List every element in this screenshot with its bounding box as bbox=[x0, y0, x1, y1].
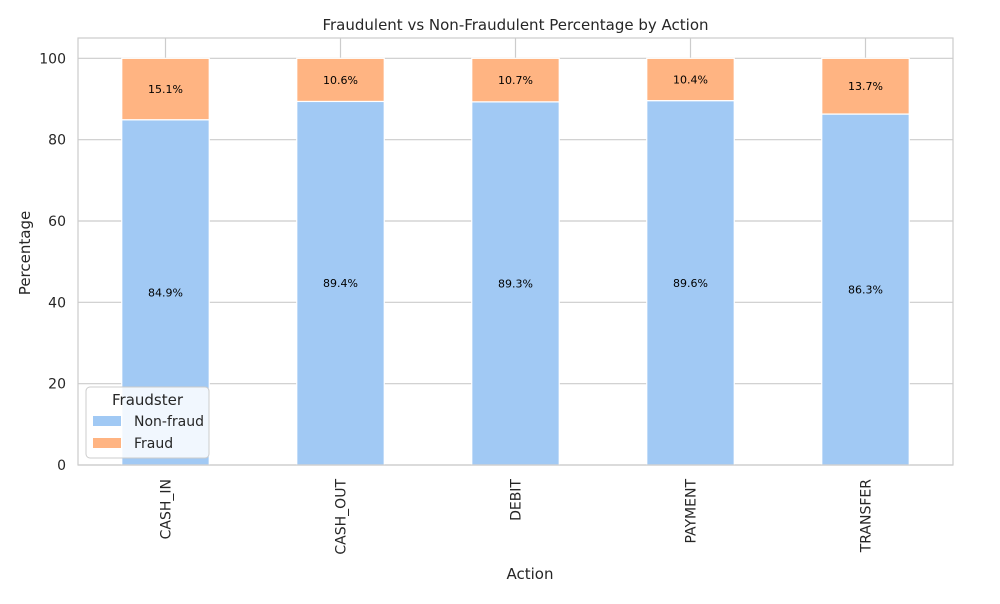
bar-fraud-cash-in bbox=[121, 57, 210, 121]
bar-fraud-payment bbox=[646, 57, 735, 102]
x-tick-label: CASH_IN bbox=[159, 479, 175, 539]
y-tick-label: 0 bbox=[57, 458, 66, 474]
y-axis-ticks: 0 20 40 60 80 100 bbox=[39, 51, 66, 474]
y-tick-label: 20 bbox=[48, 377, 66, 393]
y-tick-label: 60 bbox=[48, 214, 66, 230]
legend-label-non-fraud: Non-fraud bbox=[134, 414, 204, 430]
bar-fraud-debit bbox=[471, 57, 560, 103]
x-axis-label: Action bbox=[507, 565, 554, 583]
data-label-fraud-cash-out: 10.6% bbox=[323, 74, 358, 87]
x-tick-label: TRANSFER bbox=[859, 479, 875, 554]
data-label-non-fraud-cash-in: 84.9% bbox=[148, 286, 183, 299]
bar-non-fraud-cash-out bbox=[296, 100, 385, 466]
data-label-fraud-cash-in: 15.1% bbox=[148, 83, 183, 96]
chart-title: Fraudulent vs Non-Fraudulent Percentage … bbox=[322, 16, 708, 34]
bar-fraud-transfer bbox=[821, 57, 910, 115]
data-labels: 84.9% 15.1% 89.4% 10.6% 89.3% 10.7% 89.6% 10.4%… bbox=[148, 73, 883, 299]
bar-fraud-cash-out bbox=[296, 57, 385, 103]
data-label-fraud-payment: 10.4% bbox=[673, 73, 708, 86]
data-label-non-fraud-cash-out: 89.4% bbox=[323, 277, 358, 290]
bar-non-fraud-transfer bbox=[821, 113, 910, 466]
x-tick-label: DEBIT bbox=[509, 479, 525, 521]
data-label-non-fraud-payment: 89.6% bbox=[673, 277, 708, 290]
legend: Fraudster Non-fraud Fraud bbox=[85, 386, 210, 459]
x-axis-ticks: CASH_IN CASH_OUT DEBIT PAYMENT TRANSFER bbox=[159, 479, 875, 555]
data-label-fraud-debit: 10.7% bbox=[498, 74, 533, 87]
x-tick-label: CASH_OUT bbox=[334, 479, 350, 555]
plot-frame bbox=[77, 37, 954, 466]
legend-swatch-fraud bbox=[93, 438, 121, 448]
y-tick-label: 40 bbox=[48, 295, 66, 311]
y-axis-label: Percentage bbox=[16, 211, 34, 295]
y-tick-label: 80 bbox=[48, 133, 66, 149]
y-tick-label: 100 bbox=[39, 51, 66, 67]
legend-swatch-non-fraud bbox=[93, 416, 121, 426]
legend-label-fraud: Fraud bbox=[134, 436, 173, 452]
data-label-non-fraud-transfer: 86.3% bbox=[848, 284, 883, 297]
bars bbox=[121, 57, 910, 466]
data-label-non-fraud-debit: 89.3% bbox=[498, 277, 533, 290]
legend-title: Fraudster bbox=[112, 391, 184, 409]
bar-non-fraud-payment bbox=[646, 100, 735, 466]
data-label-fraud-transfer: 13.7% bbox=[848, 80, 883, 93]
x-tick-label: PAYMENT bbox=[684, 479, 700, 544]
bar-non-fraud-debit bbox=[471, 101, 560, 466]
